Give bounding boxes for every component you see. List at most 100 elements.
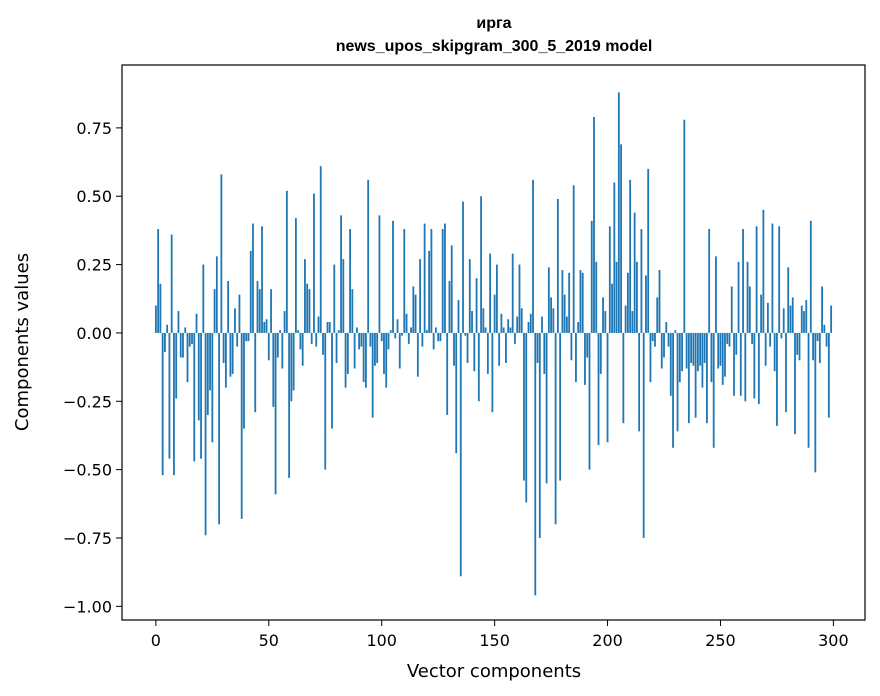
bar (778, 226, 781, 333)
bar (288, 332, 291, 478)
bar (649, 332, 652, 383)
bar (703, 332, 706, 363)
bar (195, 313, 198, 333)
bar (572, 185, 575, 333)
bar (780, 332, 783, 339)
bar (430, 229, 433, 333)
bar (805, 300, 808, 333)
bar (358, 332, 361, 350)
bar (256, 280, 259, 333)
bar (267, 332, 270, 361)
bar (568, 272, 571, 333)
bar (326, 322, 329, 333)
bar (457, 300, 460, 333)
bar (647, 168, 650, 333)
bar (322, 332, 324, 355)
bar (448, 280, 451, 333)
bar (728, 332, 731, 347)
bar (674, 330, 677, 333)
bar (161, 332, 164, 476)
bar (536, 332, 539, 363)
bar (532, 179, 534, 333)
y-tick-label: −1.00 (63, 597, 112, 616)
bar (378, 215, 381, 333)
bar (204, 332, 207, 536)
bar (279, 330, 281, 333)
x-axis-label: Vector components (407, 661, 581, 682)
bar (319, 166, 322, 333)
bar (276, 332, 279, 358)
bar (751, 332, 753, 344)
bar (459, 332, 462, 577)
bar (236, 332, 239, 347)
bar (676, 332, 679, 432)
bar (453, 332, 455, 366)
bar (166, 324, 169, 333)
bar (344, 332, 347, 388)
bar (337, 330, 340, 333)
bar (486, 332, 489, 374)
bar (206, 332, 209, 415)
bar (545, 332, 548, 484)
bar (821, 286, 823, 333)
bar (658, 270, 661, 333)
y-tick-label: 0.00 (76, 324, 112, 343)
bar (283, 311, 286, 333)
y-tick-label: −0.50 (63, 461, 112, 480)
bar (827, 332, 830, 418)
bar (342, 259, 345, 333)
bar (511, 253, 514, 333)
bar (211, 332, 214, 443)
bar (437, 332, 440, 342)
bar (380, 332, 383, 342)
bar (218, 332, 221, 525)
bar (423, 223, 426, 333)
bar (766, 302, 769, 333)
bar (683, 119, 686, 333)
bar (541, 316, 543, 333)
bar (177, 311, 180, 333)
bar (613, 182, 616, 333)
bar (523, 332, 525, 481)
bar (385, 332, 388, 388)
bar (556, 198, 559, 333)
bar (823, 324, 826, 333)
bar (678, 332, 681, 383)
bar (313, 193, 315, 333)
bar (374, 332, 376, 366)
bar (306, 283, 309, 333)
bar (667, 332, 670, 347)
bar (387, 332, 390, 350)
bar (182, 332, 184, 358)
bar (471, 311, 473, 333)
x-tick-label: 0 (151, 631, 161, 650)
y-tick-label: −0.25 (63, 392, 112, 411)
bar (304, 259, 306, 333)
bar (687, 332, 690, 424)
bar (265, 319, 268, 333)
bar (308, 289, 311, 333)
bar (425, 330, 428, 333)
bar (803, 311, 805, 333)
bar (737, 261, 740, 333)
bar (243, 332, 245, 429)
bar (706, 332, 708, 424)
x-tick-label: 50 (259, 631, 279, 650)
bar (554, 332, 557, 525)
bar (776, 332, 778, 426)
bar (220, 174, 223, 333)
bar (581, 272, 584, 333)
bar (495, 264, 498, 333)
bar (685, 332, 688, 369)
bar (392, 220, 394, 333)
bar (534, 332, 537, 596)
bar (193, 332, 196, 462)
bar (791, 297, 794, 333)
bar (507, 319, 510, 333)
bar (254, 332, 257, 413)
bar (331, 332, 333, 429)
bar (505, 332, 507, 363)
x-tick-label: 100 (366, 631, 397, 650)
bar (755, 226, 758, 333)
bar (297, 330, 300, 333)
